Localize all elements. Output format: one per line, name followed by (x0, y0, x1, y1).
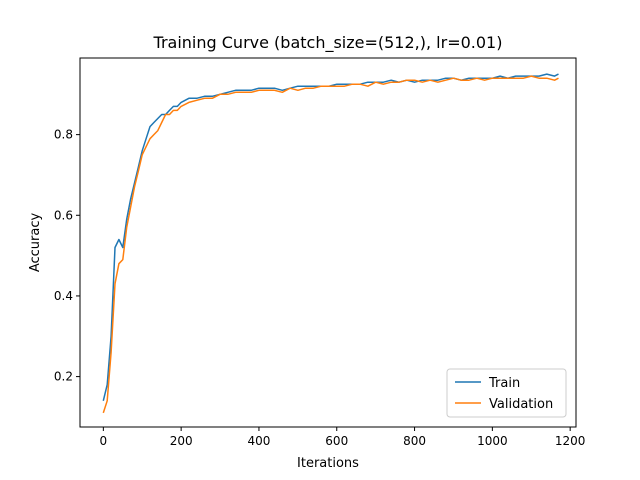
axes-frame (79, 57, 577, 428)
y-tick-label: 0.8 (54, 128, 73, 142)
y-tick-label: 0.2 (54, 370, 73, 384)
x-tick-label: 400 (247, 434, 270, 448)
legend: Train Validation (446, 368, 567, 418)
series-line-validation (102, 75, 559, 414)
x-tick-label: 1000 (477, 434, 508, 448)
x-tick-label: 0 (100, 434, 108, 448)
x-tick-label: 200 (170, 434, 193, 448)
chart-title: Training Curve (batch_size=(512,), lr=0.… (153, 33, 503, 53)
y-axis-label: Accuracy (28, 213, 43, 273)
legend-label-validation: Validation (489, 397, 553, 412)
x-tick-label: 600 (325, 434, 348, 448)
x-tick-label: 800 (403, 434, 426, 448)
x-tick-label: 1200 (555, 434, 586, 448)
legend-box (446, 368, 567, 418)
x-axis-label: Iterations (297, 456, 359, 471)
y-tick-label: 0.4 (54, 289, 73, 303)
legend-label-train: Train (488, 376, 520, 391)
y-tick-label: 0.6 (54, 208, 73, 222)
axis-ticks: 0 200 400 600 800 1000 1200 0.2 0.4 0.6 0.8 (54, 128, 586, 448)
series-line-train (102, 73, 559, 401)
plot-area (102, 73, 559, 414)
